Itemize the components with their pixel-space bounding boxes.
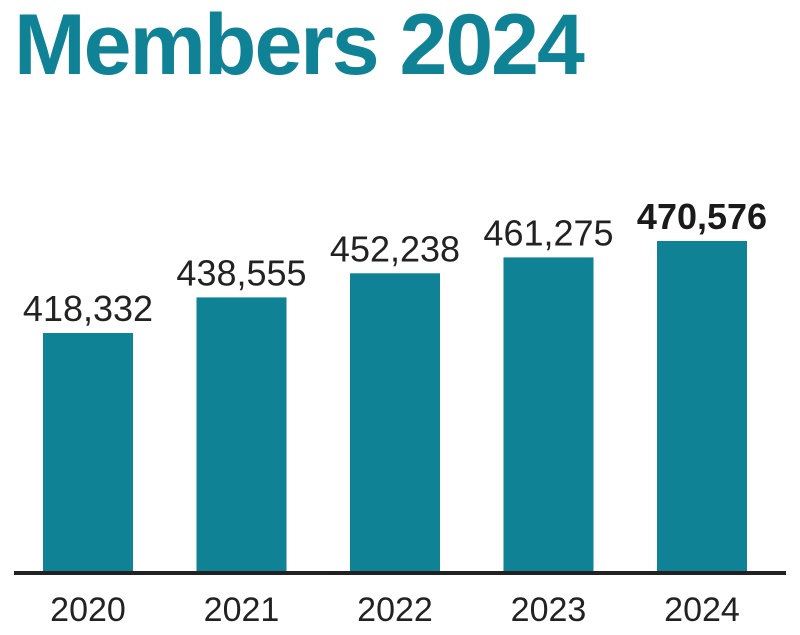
bars-group [43,241,747,573]
value-label-2022: 452,238 [330,228,460,269]
value-labels-group: 418,332 438,555 452,238 461,275 470,576 [23,196,767,329]
x-tick-label-2023: 2023 [511,591,587,629]
chart-title: Members 2024 [14,0,585,93]
bar-2022 [350,273,440,573]
x-tick-label-2021: 2021 [204,591,280,629]
bar-2021 [196,297,287,573]
bar-2024 [657,241,747,573]
x-tick-label-2024: 2024 [664,591,740,629]
value-label-2021: 438,555 [176,252,306,293]
x-tick-label-2020: 2020 [50,591,126,629]
x-tick-labels-group: 2020 2021 2022 2023 2024 [50,591,740,629]
x-tick-label-2022: 2022 [357,591,433,629]
bar-2023 [503,257,594,573]
value-label-2024: 470,576 [637,196,767,237]
value-label-2020: 418,332 [23,288,153,329]
value-label-2023: 461,275 [483,212,613,253]
bar-2020 [43,333,133,573]
